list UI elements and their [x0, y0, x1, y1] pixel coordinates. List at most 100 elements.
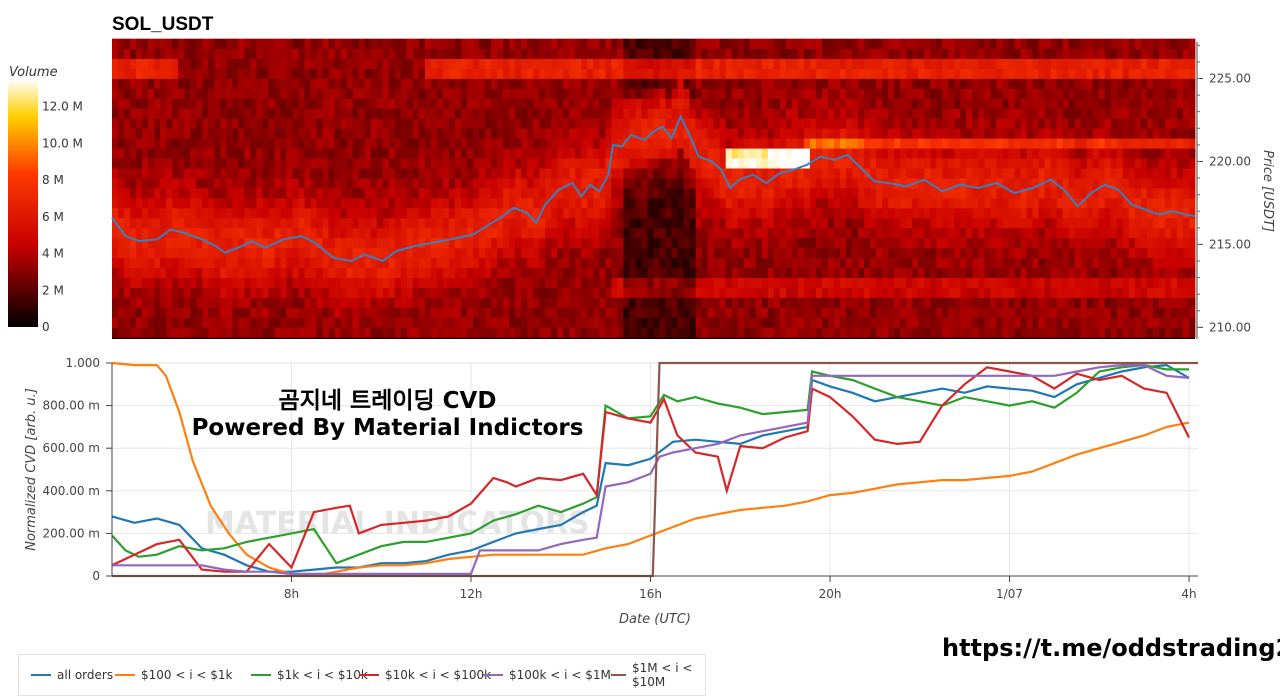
heatmap-cell	[509, 217, 516, 229]
heatmap-cell	[280, 88, 287, 99]
heatmap-cell	[388, 68, 396, 79]
heatmap-cell	[569, 108, 576, 119]
heatmap-cell	[346, 138, 354, 149]
heatmap-cell	[629, 247, 636, 259]
heatmap-cell	[815, 247, 823, 259]
heatmap-cell	[328, 98, 336, 109]
heatmap-cell	[208, 88, 215, 99]
heatmap-cell	[677, 98, 684, 109]
heatmap-cell	[683, 327, 690, 338]
heatmap-cell	[226, 168, 233, 179]
heatmap-cell	[172, 48, 179, 59]
heatmap-cell	[749, 88, 757, 99]
heatmap-cell	[1062, 68, 1070, 79]
heatmap-cell	[250, 217, 257, 229]
heatmap-cell	[575, 207, 582, 219]
heatmap-cell	[599, 48, 606, 59]
heatmap-cell	[521, 118, 528, 129]
heatmap-cell	[346, 108, 354, 119]
heatmap-cell	[485, 188, 492, 199]
heatmap-cell	[972, 148, 979, 159]
heatmap-cell	[659, 128, 666, 139]
heatmap-cell	[268, 257, 275, 269]
heatmap-cell	[485, 48, 492, 59]
heatmap-cell	[954, 307, 961, 318]
heatmap-cell	[238, 257, 245, 269]
heatmap-cell	[797, 277, 805, 288]
heatmap-cell	[322, 207, 329, 219]
heatmap-cell	[834, 78, 841, 89]
heatmap-cell	[1038, 197, 1045, 209]
heatmap-cell	[1026, 247, 1033, 259]
heatmap-cell	[894, 227, 901, 239]
heatmap-cell	[575, 237, 582, 249]
heatmap-cell	[1050, 58, 1058, 69]
heatmap-cell	[647, 108, 654, 119]
heatmap-cell	[563, 287, 570, 298]
heatmap-cell	[442, 207, 450, 219]
heatmap-cell	[840, 108, 847, 119]
heatmap-cell	[773, 178, 781, 189]
heatmap-cell	[641, 98, 648, 109]
heatmap-cell	[533, 88, 540, 99]
heatmap-cell	[659, 297, 666, 308]
heatmap-cell	[719, 68, 727, 79]
heatmap-cell	[460, 168, 468, 179]
heatmap-cell	[406, 78, 414, 89]
heatmap-cell	[148, 307, 155, 318]
heatmap-cell	[593, 207, 600, 219]
heatmap-cell	[719, 118, 727, 129]
heatmap-cell	[280, 297, 287, 308]
heatmap-cell	[515, 207, 522, 219]
heatmap-cell	[840, 138, 847, 149]
heatmap-cell	[840, 297, 847, 308]
heatmap-cell	[364, 108, 372, 119]
heatmap-cell	[960, 217, 967, 229]
heatmap-cell	[960, 277, 967, 288]
heatmap-cell	[521, 98, 528, 109]
heatmap-cell	[803, 277, 811, 288]
heatmap-cell	[136, 108, 143, 119]
heatmap-cell	[1002, 297, 1009, 308]
heatmap-cell	[226, 327, 233, 338]
heatmap-cell	[274, 287, 281, 298]
heatmap-cell	[954, 297, 961, 308]
heatmap-cell	[954, 277, 961, 288]
heatmap-cell	[238, 158, 245, 169]
heatmap-cell	[160, 118, 167, 129]
heatmap-cell	[545, 108, 552, 119]
heatmap-cell	[924, 227, 931, 239]
heatmap-cell	[112, 48, 119, 59]
heatmap-cell	[803, 237, 811, 249]
heatmap-cell	[178, 247, 185, 259]
heatmap-cell	[659, 158, 666, 169]
heatmap-cell	[214, 257, 221, 269]
heatmap-cell	[178, 68, 185, 79]
heatmap-cell	[900, 257, 907, 269]
heatmap-cell	[984, 78, 991, 89]
heatmap-cell	[797, 128, 805, 139]
heatmap-cell	[942, 98, 949, 109]
heatmap-cell	[575, 178, 582, 189]
heatmap-cell	[352, 158, 360, 169]
heatmap-cell	[166, 68, 173, 79]
heatmap-cell	[882, 247, 889, 259]
heatmap-cell	[882, 68, 889, 79]
heatmap-cell	[304, 68, 311, 79]
heatmap-cell	[557, 188, 564, 199]
heatmap-cell	[599, 247, 606, 259]
heatmap-cell	[142, 207, 149, 219]
heatmap-cell	[978, 148, 985, 159]
heatmap-cell	[497, 128, 504, 139]
heatmap-cell	[208, 108, 215, 119]
heatmap-cell	[521, 277, 528, 288]
heatmap-cell	[280, 197, 287, 209]
heatmap-cell	[617, 168, 624, 179]
heatmap-cell	[858, 317, 865, 328]
heatmap-cell	[665, 307, 672, 318]
heatmap-cell	[328, 217, 336, 229]
heatmap-cell	[581, 148, 588, 159]
heatmap-cell	[485, 267, 492, 279]
heatmap-cell	[767, 207, 775, 219]
heatmap-cell	[1026, 257, 1033, 269]
